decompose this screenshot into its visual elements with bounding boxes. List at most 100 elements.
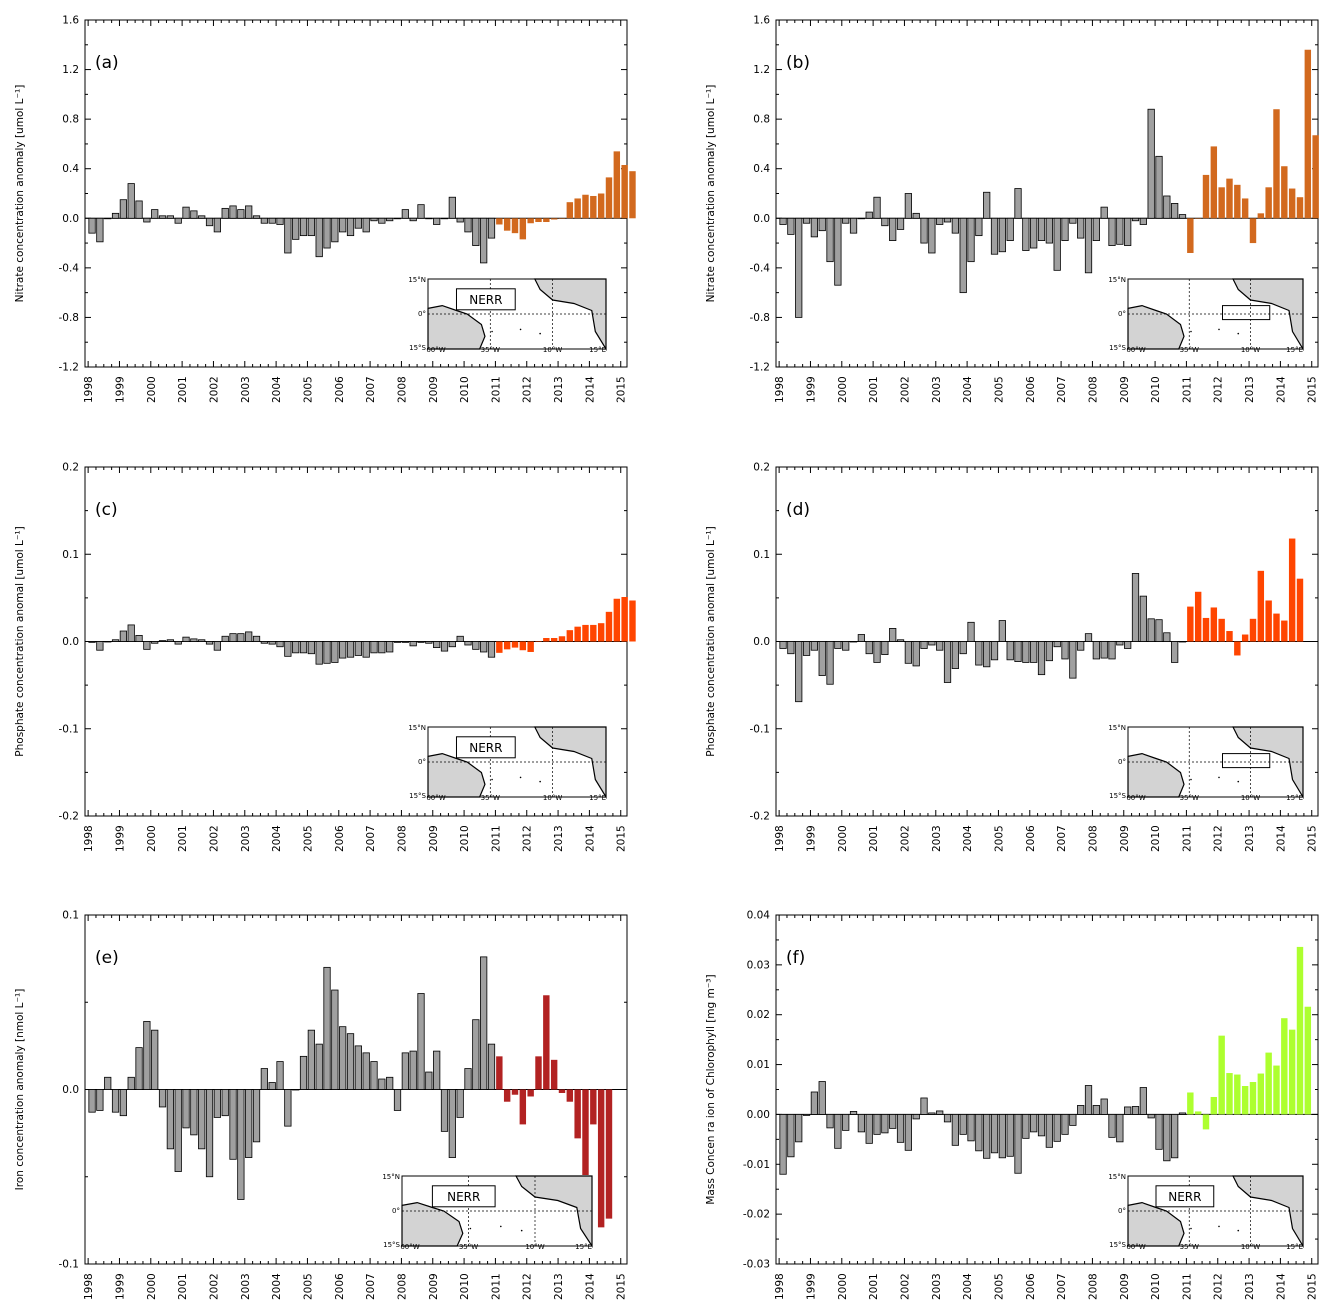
x-tick-label: 2003 xyxy=(931,825,943,852)
inset-lon-label: 35°W xyxy=(481,346,500,354)
inset-map: 15°N 0° 15°S 60°W 35°W 10°W 15°E NERR xyxy=(1108,1173,1304,1251)
bar xyxy=(1092,217,1100,241)
nerr-label: NERR xyxy=(469,293,502,307)
x-tick-label: 1999 xyxy=(805,825,817,852)
x-tick-label: 2010 xyxy=(459,825,471,852)
bar xyxy=(166,1089,174,1150)
inset-island xyxy=(520,1229,523,1232)
bar xyxy=(920,1097,928,1115)
bar xyxy=(1100,206,1108,219)
bar xyxy=(1288,188,1296,219)
bar xyxy=(315,217,323,258)
bar xyxy=(1108,217,1116,246)
x-tick-label: 2008 xyxy=(396,825,408,852)
inset-island xyxy=(1218,1225,1220,1228)
bar xyxy=(182,206,190,219)
x-tick-label: 2012 xyxy=(1213,1273,1225,1300)
bar xyxy=(834,641,842,649)
bar xyxy=(1014,188,1022,219)
bar xyxy=(1147,1114,1155,1119)
bar xyxy=(151,1029,159,1090)
inset-island xyxy=(1237,1229,1240,1232)
y-tick-label: -0.4 xyxy=(59,262,80,274)
bar xyxy=(1147,108,1155,219)
x-tick-label: 2012 xyxy=(1213,825,1225,852)
x-tick-label: 2000 xyxy=(146,825,158,852)
bar xyxy=(582,1089,589,1176)
bar xyxy=(597,623,605,642)
bar xyxy=(1022,1114,1030,1139)
bar xyxy=(1171,641,1179,663)
bar xyxy=(904,1114,912,1151)
south-america-shape xyxy=(427,752,486,798)
y-tick-label: 1.6 xyxy=(62,15,79,27)
bar xyxy=(1037,1114,1046,1137)
bar xyxy=(590,624,597,642)
bar xyxy=(527,218,534,224)
y-tick-label: -0.03 xyxy=(743,1259,770,1271)
bar xyxy=(558,636,566,642)
bar xyxy=(213,1089,221,1118)
x-tick-label: 2014 xyxy=(584,1273,596,1300)
bar xyxy=(213,641,221,651)
inset-island xyxy=(491,778,493,781)
bar xyxy=(865,641,873,655)
inset-lon-label: 35°W xyxy=(1180,1243,1199,1251)
bar xyxy=(88,641,96,643)
bar xyxy=(1131,217,1140,222)
y-tick-label: 1.6 xyxy=(753,15,770,27)
bar xyxy=(943,641,952,683)
inset-lat-label: 15°S xyxy=(1109,344,1126,352)
bar xyxy=(205,217,214,227)
bar xyxy=(198,639,206,642)
bar xyxy=(174,641,182,645)
x-tick-label: 2001 xyxy=(177,825,189,852)
bar xyxy=(1265,600,1272,642)
inset-map: 15°N 0° 15°S 60°W 35°W 10°W 15°E NERR xyxy=(382,1173,593,1251)
bar xyxy=(1124,1106,1132,1115)
bar xyxy=(174,1089,182,1172)
bar xyxy=(1006,1114,1014,1157)
bar xyxy=(487,217,496,239)
y-tick-label: 0.8 xyxy=(62,114,79,126)
south-america-shape xyxy=(401,1201,464,1247)
bar xyxy=(983,1114,991,1159)
inset-lon-label: 10°W xyxy=(1241,794,1260,802)
bar xyxy=(998,217,1006,253)
bar xyxy=(88,1089,96,1113)
panel-label: (c) xyxy=(95,500,118,520)
x-tick-label: 2001 xyxy=(868,1273,880,1300)
bar xyxy=(323,641,331,664)
x-tick-label: 2000 xyxy=(837,825,849,852)
bar xyxy=(1084,633,1093,642)
x-tick-label: 2004 xyxy=(962,376,974,403)
bar xyxy=(370,641,378,654)
x-tick-label: 2009 xyxy=(428,825,440,852)
bar xyxy=(1202,174,1210,219)
bar xyxy=(1273,109,1280,219)
bar xyxy=(881,217,889,227)
bar xyxy=(1178,641,1187,643)
bar xyxy=(104,217,112,220)
bar xyxy=(433,641,441,649)
bar xyxy=(190,638,198,642)
bar xyxy=(1288,538,1296,642)
bar xyxy=(826,1114,834,1129)
bar xyxy=(456,217,464,223)
bar xyxy=(88,217,96,234)
bar xyxy=(795,217,803,318)
y-tick-label: 0.02 xyxy=(747,1009,770,1021)
inset-lon-label: 15°E xyxy=(1286,1243,1303,1251)
bar xyxy=(582,624,589,642)
bar xyxy=(1210,146,1218,219)
bar xyxy=(245,1089,253,1158)
x-tick-label: 1998 xyxy=(83,1273,95,1300)
bar xyxy=(1226,1073,1233,1115)
x-tick-label: 2010 xyxy=(1150,376,1162,403)
bar xyxy=(119,630,127,642)
x-tick-label: 2006 xyxy=(334,376,346,403)
bar xyxy=(292,641,300,654)
bar xyxy=(386,1076,394,1090)
bar xyxy=(928,641,936,646)
